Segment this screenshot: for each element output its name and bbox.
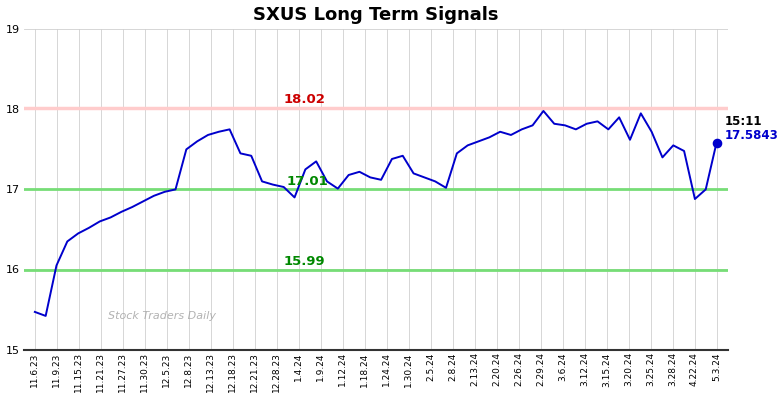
Text: 18.02: 18.02	[283, 93, 325, 106]
Text: 15:11: 15:11	[724, 115, 762, 128]
Point	[710, 139, 723, 146]
Title: SXUS Long Term Signals: SXUS Long Term Signals	[253, 6, 499, 23]
Text: 15.99: 15.99	[283, 256, 325, 269]
Text: Stock Traders Daily: Stock Traders Daily	[108, 311, 216, 321]
Text: 17.01: 17.01	[287, 175, 328, 187]
Text: 17.5843: 17.5843	[724, 129, 778, 142]
